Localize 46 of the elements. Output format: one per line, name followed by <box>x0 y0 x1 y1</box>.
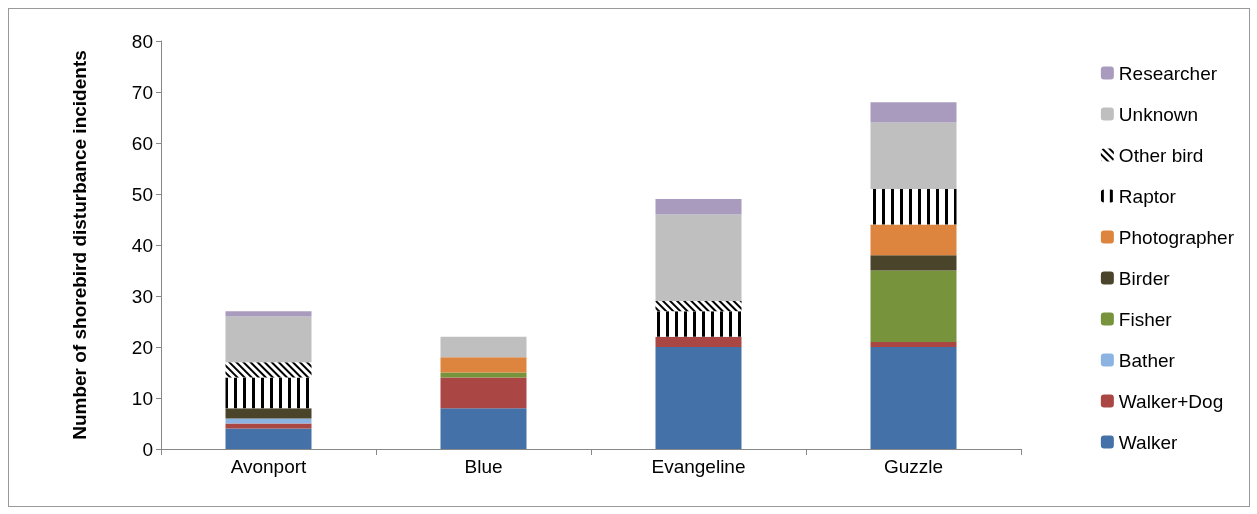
legend-label: Raptor <box>1118 185 1177 207</box>
y-tick-label: 80 <box>131 30 153 52</box>
x-tick-label: Blue <box>464 456 503 477</box>
bar <box>225 418 312 424</box>
x-tick-label: Guzzle <box>883 456 944 477</box>
legend-label: Photographer <box>1118 226 1235 248</box>
bar <box>870 341 957 347</box>
bar <box>440 372 527 378</box>
legend-label: Fisher <box>1118 308 1173 330</box>
y-tick-label: 0 <box>142 438 153 460</box>
bar <box>655 336 742 347</box>
y-tick-label: 40 <box>131 234 153 256</box>
legend-label: Researcher <box>1118 62 1218 84</box>
legend-label: Walker+Dog <box>1118 390 1224 412</box>
bar <box>440 408 527 449</box>
legend-label: Other bird <box>1118 144 1204 166</box>
bar <box>225 408 312 419</box>
bar <box>440 357 527 373</box>
bar <box>440 336 527 358</box>
bar <box>870 122 957 189</box>
bar <box>870 224 957 256</box>
legend-label: Bather <box>1118 349 1176 371</box>
bar <box>870 102 957 123</box>
y-tick-label: 30 <box>131 285 153 307</box>
bar <box>655 347 742 449</box>
x-tick-label: Evangeline <box>651 456 746 477</box>
y-tick-label: 50 <box>131 183 153 205</box>
y-tick-label: 70 <box>131 81 153 103</box>
bar <box>225 423 312 429</box>
bar <box>870 347 957 449</box>
y-tick-label: 60 <box>131 132 153 154</box>
y-tick-label: 20 <box>131 336 153 358</box>
bar <box>440 377 527 409</box>
bar <box>225 428 312 449</box>
legend-label: Walker <box>1118 431 1178 453</box>
legend-label: Birder <box>1118 267 1171 289</box>
bar <box>225 311 312 317</box>
y-tick-label: 10 <box>131 387 153 409</box>
bar <box>655 199 742 215</box>
bar <box>870 255 957 271</box>
bar <box>655 214 742 302</box>
y-axis-title: Number of shorebird disturbance incidents <box>68 50 90 440</box>
x-tick-label: Avonport <box>230 456 308 477</box>
bar <box>225 316 312 363</box>
bar <box>870 270 957 342</box>
legend-label: Unknown <box>1118 103 1199 125</box>
